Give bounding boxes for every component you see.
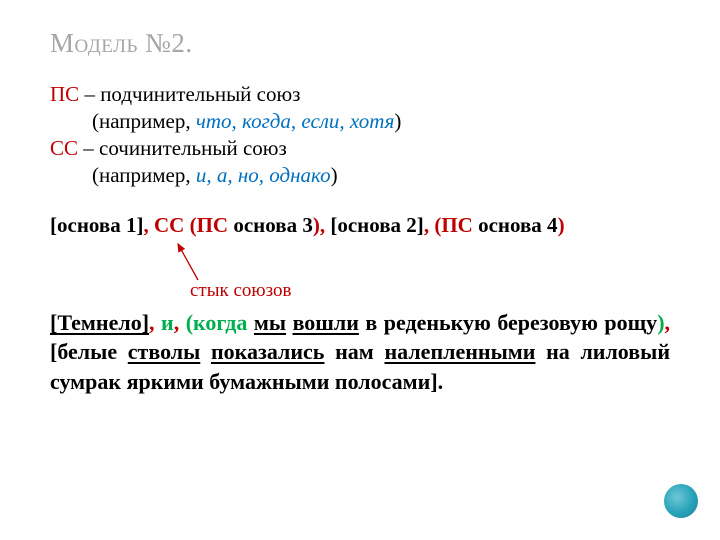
sent-t1: [Темнело]: [50, 310, 149, 335]
cc-connector: –: [78, 136, 99, 160]
sent-t13: в реденькую березовую рощу: [359, 310, 657, 335]
sent-t17: стволы: [128, 339, 201, 364]
arrow-block: стык союзов: [50, 246, 670, 302]
ps-definition-line: ПС – подчинительный союз: [50, 81, 670, 108]
formula-line: [основа 1], СС (ПС основа 3), [основа 2]…: [50, 213, 670, 238]
formula-p1: [основа 1]: [50, 213, 143, 237]
formula-open1: (: [190, 213, 197, 237]
formula-close1: ): [313, 213, 320, 237]
ps-text: подчинительный союз: [100, 82, 300, 106]
formula-cc: СС: [154, 213, 184, 237]
formula-ps: ПС: [197, 213, 229, 237]
sent-t21: налепленными: [384, 339, 535, 364]
ps-abbr: ПС: [50, 82, 79, 106]
decorative-circle-icon: [664, 484, 698, 518]
formula-close2: ): [558, 213, 565, 237]
sent-t10: мы: [254, 310, 286, 335]
ps-example: что, когда, если, хотя: [196, 109, 395, 133]
junction-label: стык союзов: [190, 280, 291, 302]
sent-t18: [200, 339, 211, 364]
sent-t14: ): [657, 310, 664, 335]
sent-t8: когда: [193, 310, 247, 335]
sent-t2: ,: [149, 310, 155, 335]
cc-example: и, а, но, однако: [196, 163, 331, 187]
sent-t4: и: [161, 310, 174, 335]
sent-t12: вошли: [293, 310, 359, 335]
sent-t7: (: [186, 310, 193, 335]
formula-p4: основа 4: [473, 213, 558, 237]
ps-connector: –: [79, 82, 100, 106]
cc-example-line: (например, и, а, но, однако): [50, 162, 670, 189]
formula-c1: ,: [143, 213, 148, 237]
sent-t19: показались: [211, 339, 324, 364]
cc-ex-suffix: ): [331, 163, 338, 187]
sent-t15: ,: [665, 310, 671, 335]
cc-abbr: СС: [50, 136, 78, 160]
ps-ex-suffix: ): [394, 109, 401, 133]
formula-ps2: ПС: [441, 213, 473, 237]
sent-t16: [белые: [50, 339, 128, 364]
ps-ex-prefix: (например,: [92, 109, 196, 133]
cc-ex-prefix: (например,: [92, 163, 196, 187]
example-sentence: [Темнело], и, (когда мы вошли в реденьку…: [50, 308, 670, 397]
cc-definition-line: СС – сочинительный союз: [50, 135, 670, 162]
formula-p3: основа 3: [228, 213, 313, 237]
ps-example-line: (например, что, когда, если, хотя): [50, 108, 670, 135]
definitions-block: ПС – подчинительный союз (например, что,…: [50, 81, 670, 189]
cc-text: сочинительный союз: [99, 136, 287, 160]
sent-t20: нам: [324, 339, 384, 364]
formula-p2: [основа 2]: [330, 213, 423, 237]
slide-title: Модель №2.: [50, 28, 670, 59]
